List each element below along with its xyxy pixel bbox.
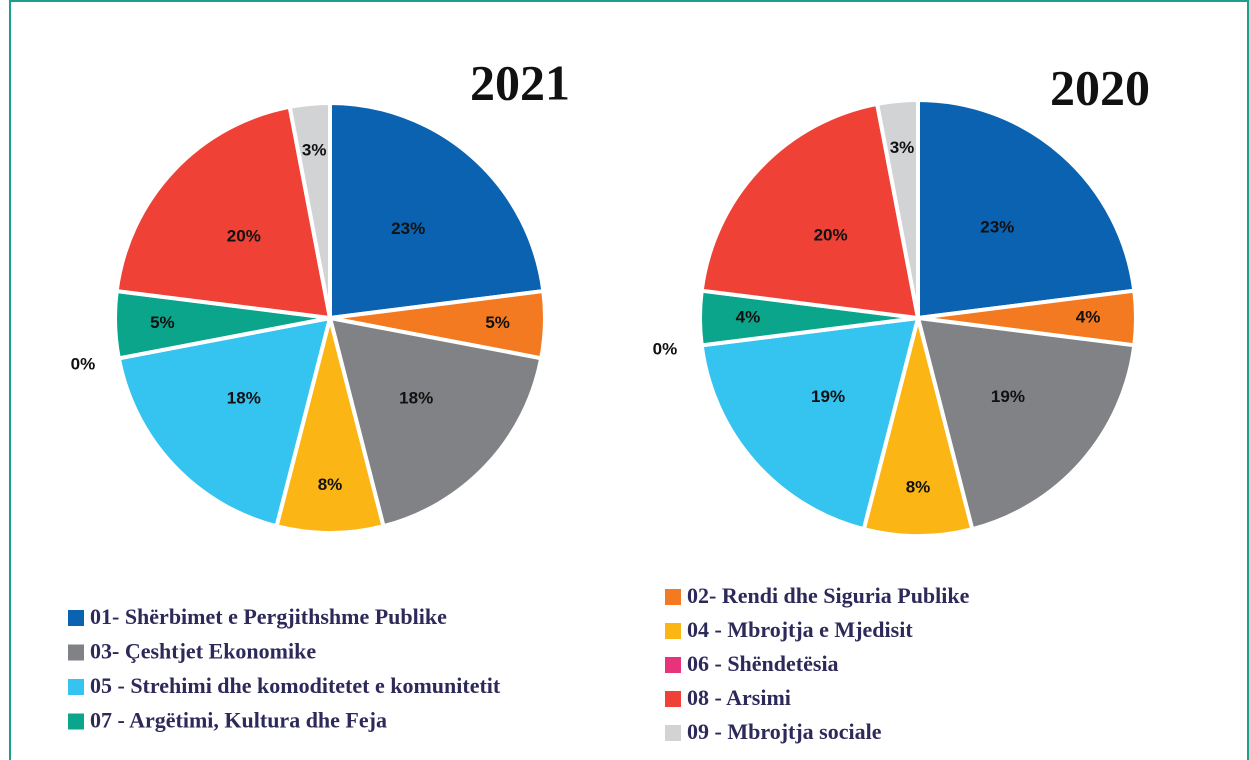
data-label: 5% xyxy=(485,313,510,332)
legend-label: 09 - Mbrojtja sociale xyxy=(687,719,882,744)
pie-slice xyxy=(861,316,975,538)
pie-slice xyxy=(875,98,920,320)
legend-label: 04 - Mbrojtja e Mjedisit xyxy=(687,617,913,642)
data-label: 19% xyxy=(991,387,1025,406)
legend-label: 02- Rendi dhe Siguria Publike xyxy=(687,583,970,608)
data-label: 18% xyxy=(227,388,261,407)
pie-slice xyxy=(328,316,544,529)
data-label: 8% xyxy=(906,478,931,497)
legend-label: 07 - Argëtimi, Kultura dhe Feja xyxy=(90,708,387,733)
data-label: 19% xyxy=(811,387,845,406)
legend-swatch xyxy=(665,725,681,741)
legend-swatch xyxy=(665,691,681,707)
data-label: 23% xyxy=(391,219,425,238)
legend-swatch xyxy=(68,713,84,730)
data-label: 4% xyxy=(1076,307,1101,326)
frame xyxy=(9,0,1249,760)
data-label: 0% xyxy=(71,355,96,374)
data-label: 18% xyxy=(399,388,433,407)
legend-swatch xyxy=(68,644,84,661)
legend-swatch xyxy=(68,610,84,626)
legend-label: 01- Shërbimet e Pergjithshme Publike xyxy=(90,604,447,629)
legend-swatch xyxy=(665,623,681,639)
pie-slice xyxy=(699,101,920,320)
legend-swatch xyxy=(665,657,681,673)
data-label: 20% xyxy=(227,227,261,246)
chart-title: 2021 xyxy=(470,54,570,110)
legend-label: 06 - Shëndetësia xyxy=(687,651,839,676)
pie-slice xyxy=(916,316,1137,532)
data-label: 0% xyxy=(653,339,678,358)
pie-slice xyxy=(287,101,332,320)
pie-slice xyxy=(328,101,546,320)
chart-title: 2020 xyxy=(1050,59,1150,115)
data-label: 4% xyxy=(736,307,761,326)
legend-swatch xyxy=(665,589,681,605)
pie-slice xyxy=(116,316,332,529)
data-label: 3% xyxy=(890,138,915,157)
legend-swatch xyxy=(68,679,84,695)
data-label: 23% xyxy=(980,218,1014,237)
legend-label: 08 - Arsimi xyxy=(687,685,791,710)
data-label: 20% xyxy=(814,225,848,244)
pie-slice xyxy=(274,316,386,535)
data-label: 5% xyxy=(150,313,175,332)
data-label: 3% xyxy=(302,141,327,160)
legend-label: 05 - Strehimi dhe komoditetet e komunite… xyxy=(90,673,501,698)
data-label: 8% xyxy=(318,475,343,494)
pie-slice xyxy=(916,98,1137,320)
pie-slice xyxy=(114,104,332,320)
pie-slice xyxy=(699,316,920,532)
legend-label: 03- Çeshtjet Ekonomike xyxy=(90,639,316,664)
